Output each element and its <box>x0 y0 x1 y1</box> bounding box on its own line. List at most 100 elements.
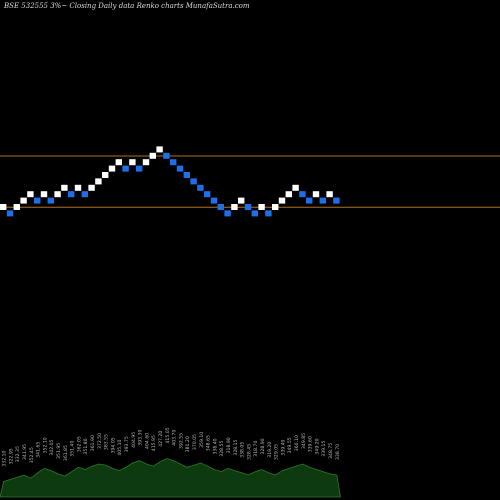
renko-brick-up <box>108 165 116 172</box>
brick-price-label: 370.05 <box>192 434 198 450</box>
brick-price-label: 332.10 <box>2 450 8 466</box>
brick-price-label: 339.15 <box>321 441 327 457</box>
brick-price-label: 338.40 <box>212 438 218 454</box>
renko-brick-down <box>319 197 326 204</box>
brick-price-label: 361.85 <box>63 445 69 461</box>
brick-price-label: 405.10 <box>117 439 123 455</box>
renko-brick-down <box>244 204 252 210</box>
brick-price-label: 318.90 <box>226 437 232 453</box>
brick-price-label: 318.70 <box>253 441 259 457</box>
renko-brick-up <box>95 178 102 185</box>
renko-brick-up <box>129 159 136 166</box>
brick-price-label: 341.65 <box>36 442 42 458</box>
brick-price-label: 361.90 <box>90 435 96 451</box>
brick-price-label: 338.05 <box>240 442 246 458</box>
renko-brick-down <box>163 152 170 159</box>
brick-price-label: 427.20 <box>158 431 164 447</box>
renko-brick-up <box>238 197 245 204</box>
renko-brick-up <box>54 191 61 198</box>
renko-brick-down <box>306 197 313 204</box>
renko-brick-up <box>115 159 122 166</box>
renko-brick-down <box>6 210 14 217</box>
renko-brick-down <box>170 159 177 166</box>
brick-price-label: 394.05 <box>110 437 116 453</box>
renko-brick-down <box>224 210 231 217</box>
renko-brick-up <box>292 184 299 191</box>
brick-price-label: 415.95 <box>151 435 157 451</box>
brick-price-label: 328.90 <box>260 438 266 454</box>
renko-brick-up <box>74 184 82 191</box>
brick-price-label: 352.45 <box>29 447 35 463</box>
volume-area <box>0 458 341 498</box>
volume-area-path <box>0 458 341 498</box>
brick-price-label: 329.05 <box>274 444 280 460</box>
brick-price-label: 348.75 <box>328 443 334 459</box>
renko-brick-up <box>102 172 109 178</box>
brick-price-label: 338.70 <box>335 444 341 460</box>
renko-brick-up <box>272 204 279 210</box>
brick-price-label: 328.55 <box>219 441 225 457</box>
renko-brick-down <box>265 210 272 217</box>
brick-price-label: 349.20 <box>314 438 320 454</box>
brick-price-label: 328.45 <box>246 444 252 460</box>
brick-price-label: 372.50 <box>97 433 103 449</box>
brick-price-label: 403.70 <box>172 430 178 446</box>
renko-brick-up <box>156 146 163 153</box>
renko-brick-down <box>81 191 88 198</box>
renko-brick-up <box>61 184 68 191</box>
reference-lines <box>0 155 500 208</box>
brick-price-label: 351.80 <box>83 438 89 454</box>
renko-brick-up <box>0 204 7 210</box>
brick-price-label: 362.05 <box>76 436 82 452</box>
brick-price-label: 359.10 <box>199 432 205 448</box>
renko-brick-down <box>251 210 258 217</box>
renko-brick-down <box>210 197 218 204</box>
renko-brick-up <box>312 191 320 198</box>
renko-brick-up <box>326 191 333 198</box>
brick-price-label: 349.85 <box>301 433 307 449</box>
renko-brick-down <box>47 197 54 204</box>
renko-brick-up <box>278 197 286 204</box>
brick-price-labels: 332.10 322.95 332.35 341.95 352.45 341.65 352.… <box>2 427 341 466</box>
renko-brick-down <box>183 172 190 178</box>
renko-brick-up <box>258 204 265 210</box>
brick-price-label: 393.75 <box>124 436 130 452</box>
brick-price-label: 351.95 <box>56 443 62 459</box>
renko-brick-up <box>142 159 150 166</box>
renko-bricks <box>0 146 340 217</box>
brick-price-label: 349.55 <box>287 437 293 453</box>
brick-price-label: 404.60 <box>144 433 150 449</box>
brick-price-label: 404.95 <box>131 432 137 448</box>
brick-price-label: 392.55 <box>178 433 184 449</box>
renko-brick-down <box>333 197 340 204</box>
brick-price-label: 328.15 <box>233 439 239 455</box>
brick-price-label: 360.10 <box>294 435 300 451</box>
renko-brick-up <box>13 204 20 210</box>
brick-price-label: 339.60 <box>308 436 314 452</box>
renko-brick-down <box>197 184 204 191</box>
renko-brick-up <box>20 197 27 204</box>
brick-price-label: 341.95 <box>22 444 28 460</box>
renko-brick-up <box>88 184 95 191</box>
chart-title: BSE 532555 3%~ Closing Daily data Renko … <box>4 2 250 10</box>
brick-price-label: 351.40 <box>70 441 76 457</box>
renko-brick-down <box>217 204 224 210</box>
renko-brick-down <box>34 197 41 204</box>
brick-price-label: 393.30 <box>138 430 144 446</box>
brick-price-label: 342.05 <box>49 439 55 455</box>
renko-brick-down <box>176 165 184 172</box>
brick-price-label: 319.20 <box>267 442 273 458</box>
brick-price-label: 348.65 <box>206 435 212 451</box>
brick-price-label: 381.20 <box>185 436 191 452</box>
brick-price-label: 383.55 <box>104 434 110 450</box>
renko-brick-down <box>122 165 129 172</box>
renko-brick-down <box>299 191 306 198</box>
brick-price-label: 322.95 <box>8 448 14 464</box>
brick-price-label: 415.05 <box>165 427 171 443</box>
brick-price-label: 339.40 <box>280 439 286 455</box>
renko-brick-up <box>285 191 292 198</box>
renko-brick-up <box>231 204 238 210</box>
renko-brick-up <box>40 191 48 198</box>
renko-brick-down <box>204 191 211 198</box>
